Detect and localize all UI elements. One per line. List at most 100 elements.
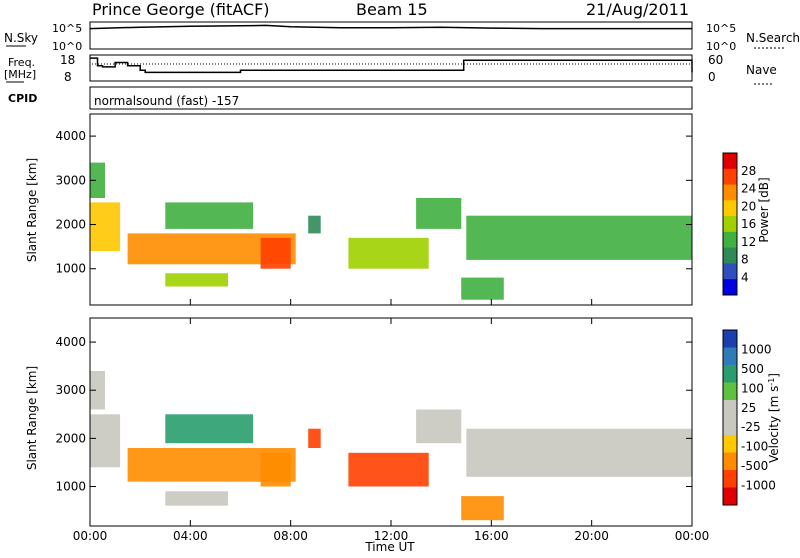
velocity-colorbar-swatch — [723, 452, 737, 471]
date-label: 21/Aug/2011 — [586, 0, 689, 19]
power-colorbar-tick: 8 — [741, 253, 749, 267]
freq-panel-frame — [89, 54, 693, 82]
xtick-label: 00:00 — [675, 529, 710, 543]
velocity-region — [260, 452, 291, 487]
velocity-colorbar-swatch — [723, 365, 737, 383]
power-yaxis: 4000 3000 2000 1000 — [55, 129, 692, 276]
velocity-colorbar-tick: 1000 — [741, 342, 772, 356]
velocity-colorbar-tick: 500 — [741, 362, 764, 376]
velocity-ytick-label: 3000 — [55, 383, 86, 397]
power-colorbar-frame — [722, 152, 738, 296]
cpid-value: normalsound (fast) -157 — [94, 94, 239, 108]
power-colorbar-swatch — [723, 247, 737, 264]
velocity-colorbar-swatch — [723, 330, 737, 348]
power-region — [416, 198, 462, 229]
velocity-region — [348, 452, 429, 487]
cpid-panel-frame — [89, 86, 693, 110]
velocity-region — [461, 496, 504, 521]
velocity-colorbar-swatch — [723, 347, 737, 366]
nave-tick-bottom: 0 — [708, 70, 716, 84]
power-region — [90, 162, 105, 198]
power-colorbar-tick: 28 — [741, 164, 756, 178]
power-heatmap — [90, 162, 693, 300]
freq-tick-bottom: 8 — [64, 70, 72, 84]
xtick-label: 12:00 — [374, 529, 409, 543]
power-region — [308, 215, 321, 234]
velocity-colorbar-swatch — [723, 487, 737, 506]
nave-label: Nave — [746, 63, 777, 77]
nsky-tick-bottom: 10^0 — [52, 40, 82, 53]
velocity-colorbar-tick: -25 — [741, 420, 761, 434]
radar-title: Prince George (fitACF) — [92, 0, 270, 19]
power-colorbar-label: Power [dB] — [757, 177, 771, 242]
cpid-label: CPID — [8, 92, 37, 105]
velocity-colorbar-swatch — [723, 470, 737, 488]
nave-tick-top: 60 — [708, 53, 723, 67]
power-colorbar-tick: 16 — [741, 217, 756, 231]
power-colorbar-swatch — [723, 263, 737, 280]
xtick-label: 16:00 — [474, 529, 509, 543]
xaxis-label: Time UT — [364, 540, 415, 554]
power-colorbar-swatch — [723, 184, 737, 201]
beam-label: Beam 15 — [356, 0, 428, 19]
velocity-region — [466, 428, 693, 477]
nsky-label: N.Sky — [4, 31, 38, 45]
velocity-colorbar-label: Velocity [m s-1] — [767, 373, 782, 463]
power-ylabel: Slant Range [km] — [25, 158, 39, 262]
power-region — [165, 273, 228, 287]
power-region — [461, 277, 504, 300]
nsky-tick-top: 10^5 — [52, 22, 82, 35]
power-ytick-label: 3000 — [55, 173, 86, 187]
velocity-region — [165, 491, 228, 506]
velocity-colorbar-swatch — [723, 417, 737, 436]
velocity-ylabel: Slant Range [km] — [25, 366, 39, 470]
velocity-ytick-label: 1000 — [55, 480, 86, 494]
power-colorbar-tick: 24 — [741, 182, 756, 196]
power-colorbar-swatch — [723, 279, 737, 296]
nsky-panel-frame — [89, 21, 693, 50]
xtick-label: 20:00 — [574, 529, 609, 543]
xtick-label: 04:00 — [173, 529, 208, 543]
velocity-colorbar: 1000 500 100 25 -25 -100 -500 -1000 — [722, 329, 776, 506]
power-ytick-label: 2000 — [55, 218, 86, 232]
freq-series-line — [90, 57, 693, 74]
power-colorbar-swatch — [723, 231, 737, 249]
velocity-region — [90, 371, 105, 410]
nsearch-tick-bottom: 10^0 — [706, 40, 736, 53]
velocity-colorbar-tick: -1000 — [741, 479, 776, 493]
nsearch-label: N.Search — [746, 31, 800, 45]
power-ytick-label: 1000 — [55, 262, 86, 276]
freq-tick-top: 18 — [60, 53, 75, 67]
velocity-yaxis: 4000 3000 2000 1000 — [55, 335, 692, 494]
velocity-colorbar-tick: 25 — [741, 401, 756, 415]
power-region — [348, 237, 429, 269]
velocity-region — [165, 414, 254, 444]
velocity-ytick-label: 2000 — [55, 431, 86, 445]
power-region — [260, 237, 291, 269]
velocity-colorbar-swatch — [723, 400, 737, 418]
power-colorbar-swatch — [723, 200, 737, 217]
velocity-colorbar-swatch — [723, 382, 737, 401]
xtick-label: 00:00 — [73, 529, 108, 543]
time-axis: 00:00 04:00 08:00 12:00 16:00 20:00 00:00 — [73, 299, 710, 543]
freq-label: Freq. — [8, 56, 35, 69]
velocity-heatmap — [90, 371, 693, 521]
velocity-region — [90, 414, 121, 468]
velocity-region — [308, 428, 321, 448]
velocity-colorbar-tick: -500 — [741, 459, 768, 473]
freq-unit-label: [MHz] — [4, 68, 36, 81]
velocity-colorbar-tick: -100 — [741, 440, 768, 454]
power-colorbar-swatch — [723, 168, 737, 186]
velocity-region — [416, 409, 462, 444]
power-region — [165, 202, 254, 229]
nsky-series-line — [89, 24, 692, 30]
velocity-ytick-label: 4000 — [55, 335, 86, 349]
velocity-colorbar-tick: 100 — [741, 381, 764, 395]
power-colorbar-tick: 12 — [741, 235, 756, 249]
nsearch-tick-top: 10^5 — [706, 22, 736, 35]
power-region — [90, 202, 121, 251]
power-colorbar-swatch — [723, 153, 737, 170]
power-colorbar-tick: 20 — [741, 199, 756, 213]
power-colorbar-swatch — [723, 216, 737, 233]
